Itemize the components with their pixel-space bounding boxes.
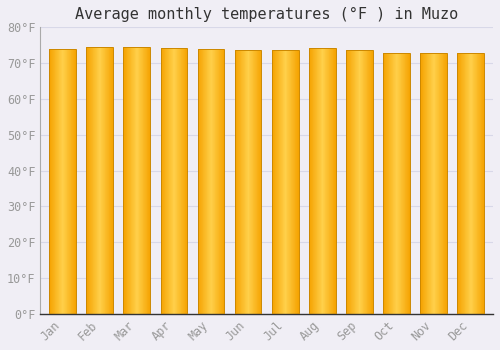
Bar: [420, 53, 447, 314]
Bar: [346, 49, 373, 314]
Bar: [160, 48, 188, 314]
Bar: [383, 53, 410, 314]
Bar: [458, 53, 484, 314]
Bar: [49, 49, 76, 314]
Title: Average monthly temperatures (°F ) in Muzo: Average monthly temperatures (°F ) in Mu…: [75, 7, 458, 22]
Bar: [86, 47, 113, 314]
Bar: [124, 47, 150, 314]
Bar: [309, 48, 336, 314]
Bar: [272, 49, 298, 314]
Bar: [235, 50, 262, 314]
Bar: [198, 49, 224, 314]
